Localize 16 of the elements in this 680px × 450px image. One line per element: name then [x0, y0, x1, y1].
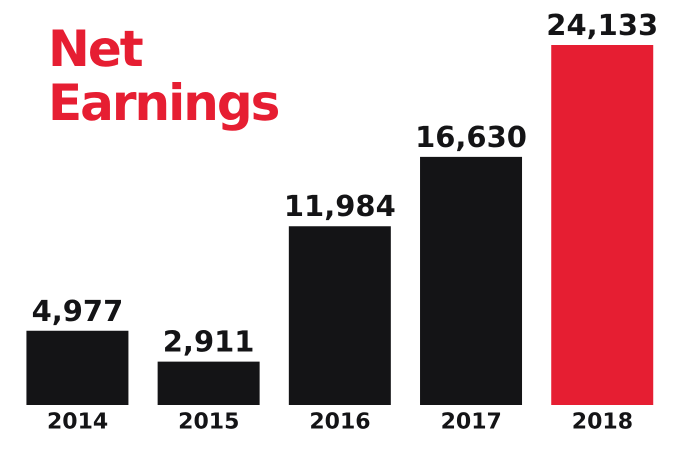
chart-title: Net Earnings	[48, 20, 280, 132]
bar	[551, 45, 654, 405]
x-tick-label: 2017	[440, 410, 502, 435]
data-label: 4,977	[32, 294, 124, 328]
x-tick-label: 2018	[572, 410, 634, 435]
data-label: 2,911	[162, 324, 254, 359]
x-tick-label: 2016	[309, 410, 371, 435]
data-label: 11,984	[284, 189, 396, 224]
bar	[420, 156, 522, 405]
bar	[26, 330, 128, 405]
bar	[288, 226, 391, 405]
x-tick-label: 2014	[46, 410, 108, 435]
data-label: 24,133	[546, 8, 658, 42]
data-label: 16,630	[415, 120, 527, 154]
bar	[158, 362, 260, 405]
x-tick-label: 2015	[178, 410, 240, 435]
